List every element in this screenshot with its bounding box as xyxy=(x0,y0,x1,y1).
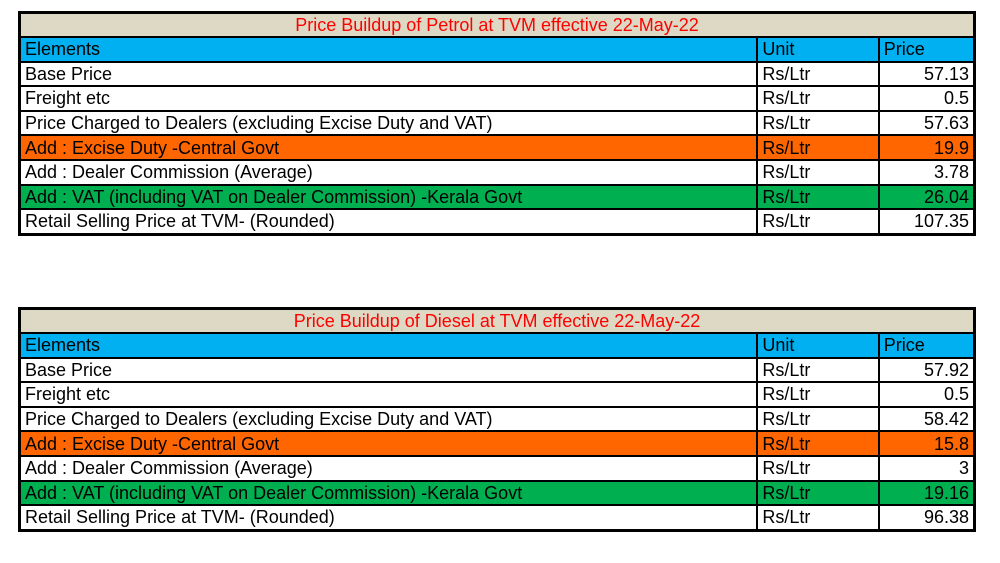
column-header-unit: Unit xyxy=(756,36,880,63)
price-cell: 0.5 xyxy=(877,85,976,112)
unit-cell: Rs/Ltr xyxy=(756,405,880,433)
unit-cell: Rs/Ltr xyxy=(756,504,880,532)
price-cell: 57.63 xyxy=(877,109,976,137)
table-header-row: Elements Unit Price xyxy=(18,36,976,63)
unit-cell: Rs/Ltr xyxy=(756,85,880,112)
price-cell: 19.9 xyxy=(877,134,976,161)
element-cell: Price Charged to Dealers (excluding Exci… xyxy=(18,405,759,433)
unit-cell: Rs/Ltr xyxy=(756,479,880,507)
table-row-vat: Add : VAT (including VAT on Dealer Commi… xyxy=(18,479,976,507)
element-cell: Retail Selling Price at TVM- (Rounded) xyxy=(18,208,759,236)
table-title-row: Price Buildup of Diesel at TVM effective… xyxy=(18,307,976,334)
column-header-price: Price xyxy=(877,36,976,63)
element-cell: Retail Selling Price at TVM- (Rounded) xyxy=(18,504,759,532)
diesel-table-title: Price Buildup of Diesel at TVM effective… xyxy=(18,307,976,334)
element-cell: Base Price xyxy=(18,356,759,384)
table-row: Add : Dealer Commission (Average) Rs/Ltr… xyxy=(18,158,976,186)
table-row: Freight etc Rs/Ltr 0.5 xyxy=(18,85,976,112)
table-row-excise: Add : Excise Duty -Central Govt Rs/Ltr 1… xyxy=(18,134,976,161)
table-row: Base Price Rs/Ltr 57.13 xyxy=(18,60,976,88)
table-row: Base Price Rs/Ltr 57.92 xyxy=(18,356,976,384)
column-header-unit: Unit xyxy=(756,332,880,359)
price-cell: 58.42 xyxy=(877,405,976,433)
unit-cell: Rs/Ltr xyxy=(756,454,880,482)
price-cell: 57.92 xyxy=(877,356,976,384)
column-header-elements: Elements xyxy=(18,332,759,359)
element-cell: Add : Excise Duty -Central Govt xyxy=(18,430,759,457)
table-row: Add : Dealer Commission (Average) Rs/Ltr… xyxy=(18,454,976,482)
element-cell: Freight etc xyxy=(18,381,759,408)
column-header-price: Price xyxy=(877,332,976,359)
element-cell: Add : Dealer Commission (Average) xyxy=(18,454,759,482)
table-header-row: Elements Unit Price xyxy=(18,332,976,359)
price-cell: 96.38 xyxy=(877,504,976,532)
unit-cell: Rs/Ltr xyxy=(756,158,880,186)
element-cell: Add : VAT (including VAT on Dealer Commi… xyxy=(18,479,759,507)
price-cell: 15.8 xyxy=(877,430,976,457)
unit-cell: Rs/Ltr xyxy=(756,109,880,137)
unit-cell: Rs/Ltr xyxy=(756,183,880,211)
table-row-total: Retail Selling Price at TVM- (Rounded) R… xyxy=(18,208,976,236)
unit-cell: Rs/Ltr xyxy=(756,134,880,161)
table-title-row: Price Buildup of Petrol at TVM effective… xyxy=(18,11,976,38)
price-cell: 107.35 xyxy=(877,208,976,236)
element-cell: Add : VAT (including VAT on Dealer Commi… xyxy=(18,183,759,211)
table-row: Freight etc Rs/Ltr 0.5 xyxy=(18,381,976,408)
unit-cell: Rs/Ltr xyxy=(756,60,880,88)
unit-cell: Rs/Ltr xyxy=(756,208,880,236)
unit-cell: Rs/Ltr xyxy=(756,356,880,384)
price-cell: 19.16 xyxy=(877,479,976,507)
column-header-elements: Elements xyxy=(18,36,759,63)
unit-cell: Rs/Ltr xyxy=(756,430,880,457)
element-cell: Add : Excise Duty -Central Govt xyxy=(18,134,759,161)
table-row-vat: Add : VAT (including VAT on Dealer Commi… xyxy=(18,183,976,211)
unit-cell: Rs/Ltr xyxy=(756,381,880,408)
diesel-price-table: Price Buildup of Diesel at TVM effective… xyxy=(18,307,976,532)
price-cell: 3 xyxy=(877,454,976,482)
table-row: Price Charged to Dealers (excluding Exci… xyxy=(18,405,976,433)
price-cell: 0.5 xyxy=(877,381,976,408)
element-cell: Price Charged to Dealers (excluding Exci… xyxy=(18,109,759,137)
element-cell: Base Price xyxy=(18,60,759,88)
price-cell: 57.13 xyxy=(877,60,976,88)
element-cell: Freight etc xyxy=(18,85,759,112)
petrol-price-table: Price Buildup of Petrol at TVM effective… xyxy=(18,11,976,236)
price-cell: 3.78 xyxy=(877,158,976,186)
table-row-excise: Add : Excise Duty -Central Govt Rs/Ltr 1… xyxy=(18,430,976,457)
price-cell: 26.04 xyxy=(877,183,976,211)
element-cell: Add : Dealer Commission (Average) xyxy=(18,158,759,186)
table-row: Price Charged to Dealers (excluding Exci… xyxy=(18,109,976,137)
petrol-table-title: Price Buildup of Petrol at TVM effective… xyxy=(18,11,976,38)
table-row-total: Retail Selling Price at TVM- (Rounded) R… xyxy=(18,504,976,532)
